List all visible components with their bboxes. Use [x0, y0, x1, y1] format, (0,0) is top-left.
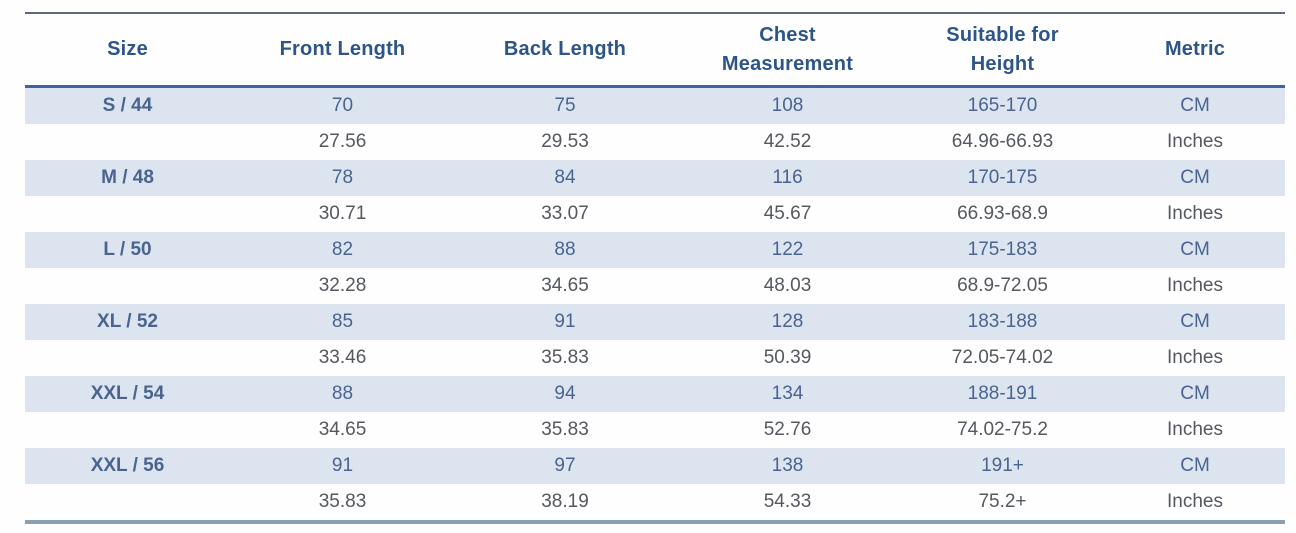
value-cell: CM [1105, 160, 1285, 196]
value-cell: 29.53 [455, 124, 675, 160]
size-cell: XXL / 56 [25, 448, 230, 484]
value-cell: 38.19 [455, 484, 675, 524]
table-row: XXL / 54 88 94 134 188-191 CM [25, 376, 1285, 412]
table-row: XXL / 56 91 97 138 191+ CM [25, 448, 1285, 484]
value-cell: 191+ [900, 448, 1105, 484]
value-cell: 52.76 [675, 412, 900, 448]
value-cell: 30.71 [230, 196, 455, 232]
value-cell: Inches [1105, 484, 1285, 524]
size-cell [25, 196, 230, 232]
table-row: 34.65 35.83 52.76 74.02-75.2 Inches [25, 412, 1285, 448]
size-cell [25, 340, 230, 376]
value-cell: 42.52 [675, 124, 900, 160]
column-header: Size [25, 12, 230, 88]
table-row: S / 44 70 75 108 165-170 CM [25, 86, 1285, 124]
value-cell: 68.9-72.05 [900, 268, 1105, 304]
value-cell: 75 [455, 86, 675, 124]
value-cell: 33.46 [230, 340, 455, 376]
column-header: Front Length [230, 12, 455, 88]
size-chart-table-container: Size Front Length Back Length Chest Measure… [25, 12, 1285, 524]
column-header: Chest Measurement [675, 12, 900, 88]
size-cell: S / 44 [25, 86, 230, 124]
value-cell: 122 [675, 232, 900, 268]
column-header: Back Length [455, 12, 675, 88]
value-cell: CM [1105, 86, 1285, 124]
value-cell: Inches [1105, 340, 1285, 376]
table-row: 27.56 29.53 42.52 64.96-66.93 Inches [25, 124, 1285, 160]
value-cell: 138 [675, 448, 900, 484]
value-cell: Inches [1105, 196, 1285, 232]
value-cell: 78 [230, 160, 455, 196]
size-cell [25, 484, 230, 524]
value-cell: 64.96-66.93 [900, 124, 1105, 160]
value-cell: 50.39 [675, 340, 900, 376]
table-row: 32.28 34.65 48.03 68.9-72.05 Inches [25, 268, 1285, 304]
value-cell: 88 [230, 376, 455, 412]
table-row: M / 48 78 84 116 170-175 CM [25, 160, 1285, 196]
value-cell: 97 [455, 448, 675, 484]
value-cell: 91 [455, 304, 675, 340]
value-cell: 84 [455, 160, 675, 196]
header-row: Size Front Length Back Length Chest Measure… [25, 12, 1285, 88]
value-cell: CM [1105, 232, 1285, 268]
value-cell: 134 [675, 376, 900, 412]
size-cell: XXL / 54 [25, 376, 230, 412]
value-cell: 27.56 [230, 124, 455, 160]
value-cell: 108 [675, 86, 900, 124]
value-cell: 170-175 [900, 160, 1105, 196]
value-cell: 175-183 [900, 232, 1105, 268]
value-cell: 70 [230, 86, 455, 124]
column-header: Suitable for Height [900, 12, 1105, 88]
value-cell: CM [1105, 376, 1285, 412]
value-cell: 82 [230, 232, 455, 268]
value-cell: Inches [1105, 268, 1285, 304]
value-cell: 128 [675, 304, 900, 340]
value-cell: 75.2+ [900, 484, 1105, 524]
value-cell: 183-188 [900, 304, 1105, 340]
value-cell: 34.65 [455, 268, 675, 304]
value-cell: 72.05-74.02 [900, 340, 1105, 376]
size-chart-table: Size Front Length Back Length Chest Measure… [25, 12, 1285, 524]
value-cell: 35.83 [455, 412, 675, 448]
value-cell: 91 [230, 448, 455, 484]
value-cell: Inches [1105, 412, 1285, 448]
value-cell: 88 [455, 232, 675, 268]
table-header: Size Front Length Back Length Chest Measure… [25, 12, 1285, 88]
value-cell: 165-170 [900, 86, 1105, 124]
table-row: XL / 52 85 91 128 183-188 CM [25, 304, 1285, 340]
value-cell: 35.83 [230, 484, 455, 524]
column-header: Metric [1105, 12, 1285, 88]
table-row: 33.46 35.83 50.39 72.05-74.02 Inches [25, 340, 1285, 376]
value-cell: 54.33 [675, 484, 900, 524]
value-cell: CM [1105, 304, 1285, 340]
size-cell [25, 268, 230, 304]
value-cell: 116 [675, 160, 900, 196]
value-cell: 94 [455, 376, 675, 412]
value-cell: 85 [230, 304, 455, 340]
value-cell: 45.67 [675, 196, 900, 232]
size-cell [25, 124, 230, 160]
size-cell: M / 48 [25, 160, 230, 196]
table-body: S / 44 70 75 108 165-170 CM 27.56 29.53 42.52 64.… [25, 86, 1285, 524]
value-cell: 188-191 [900, 376, 1105, 412]
value-cell: 48.03 [675, 268, 900, 304]
size-cell: XL / 52 [25, 304, 230, 340]
size-cell: L / 50 [25, 232, 230, 268]
value-cell: 66.93-68.9 [900, 196, 1105, 232]
size-cell [25, 412, 230, 448]
value-cell: 34.65 [230, 412, 455, 448]
value-cell: 35.83 [455, 340, 675, 376]
value-cell: Inches [1105, 124, 1285, 160]
value-cell: 33.07 [455, 196, 675, 232]
value-cell: CM [1105, 448, 1285, 484]
value-cell: 74.02-75.2 [900, 412, 1105, 448]
table-row: L / 50 82 88 122 175-183 CM [25, 232, 1285, 268]
table-row: 35.83 38.19 54.33 75.2+ Inches [25, 484, 1285, 524]
table-row: 30.71 33.07 45.67 66.93-68.9 Inches [25, 196, 1285, 232]
value-cell: 32.28 [230, 268, 455, 304]
